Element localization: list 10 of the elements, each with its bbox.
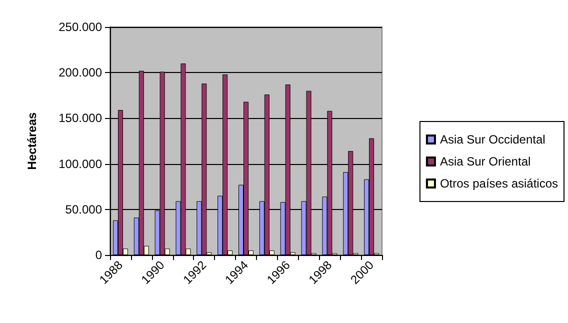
y-tick-label: 100.000	[58, 156, 102, 171]
legend-label: Asia Sur Oriental	[440, 154, 531, 168]
y-tick-label: 150.000	[58, 111, 102, 126]
legend-label: Otros países asiáticos	[440, 176, 558, 190]
y-tick-label: 50.000	[65, 202, 102, 216]
y-axis-title: Hectáreas	[25, 112, 39, 170]
y-tick-label: 0	[95, 248, 102, 262]
legend-label: Asia Sur Occidental	[440, 132, 546, 146]
y-tick-label: 250.000	[58, 20, 102, 34]
y-tick-label: 200.000	[58, 66, 102, 80]
